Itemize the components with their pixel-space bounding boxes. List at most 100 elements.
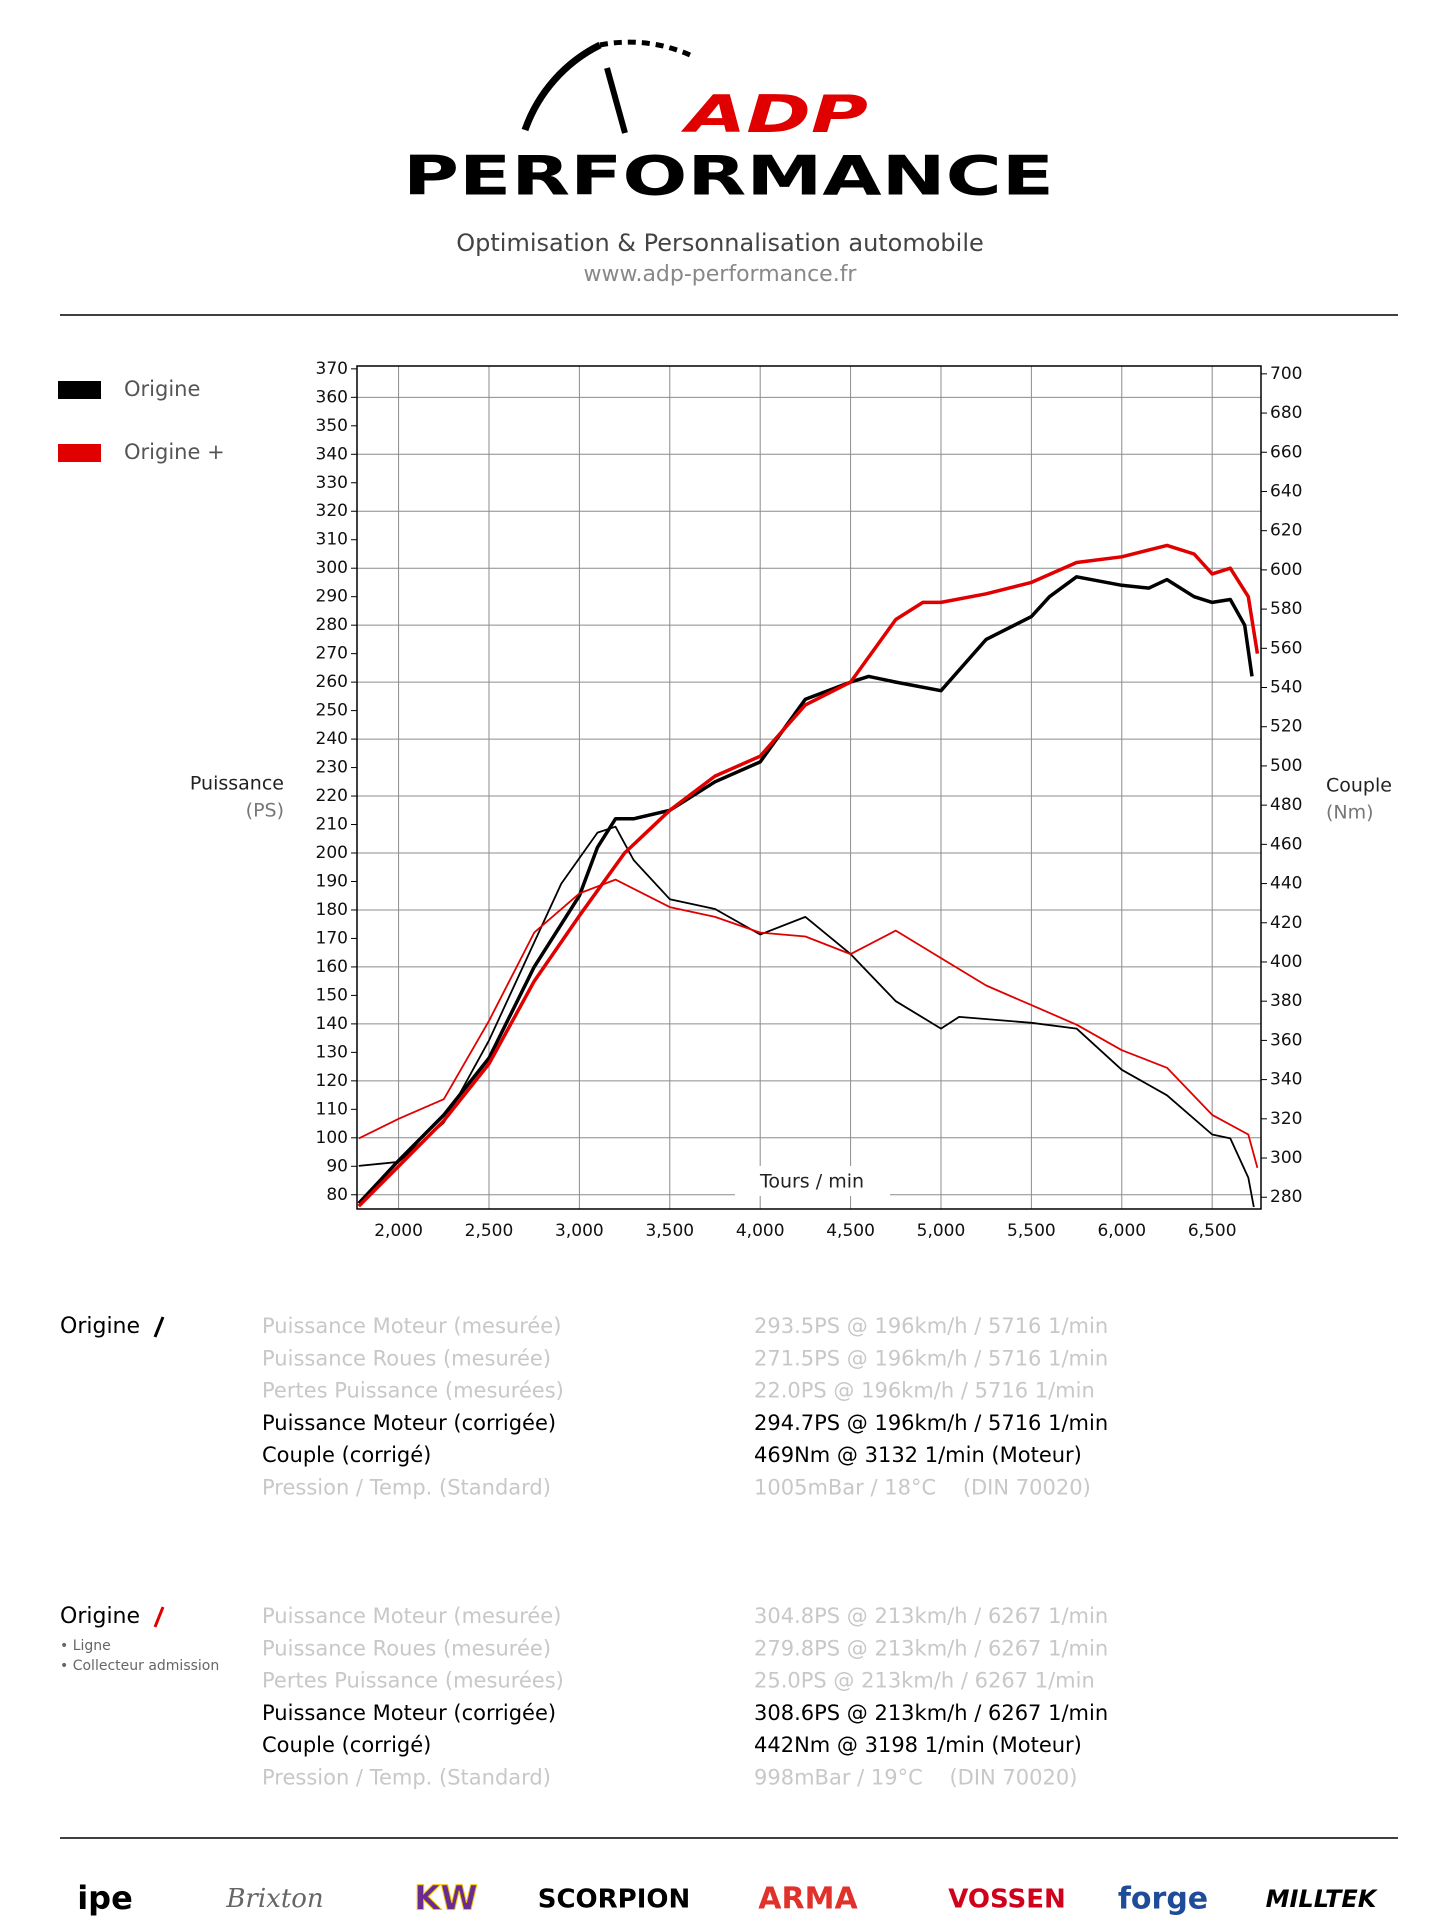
result-value: 308.6PS @ 213km/h / 6267 1/min — [754, 1701, 1108, 1725]
y2-tick-label: 300 — [1270, 1148, 1302, 1168]
brand-logo: SCORPION — [538, 1885, 691, 1915]
y2-axis-label: Couple — [1326, 775, 1392, 797]
result-note: • Ligne — [60, 1638, 111, 1654]
result-name: Couple (corrigé) — [262, 1733, 431, 1757]
result-value: 22.0PS @ 196km/h / 5716 1/min — [754, 1379, 1095, 1403]
y-tick-label: 240 — [316, 729, 348, 749]
result-name: Puissance Roues (mesurée) — [262, 1346, 551, 1370]
result-label: Origine — [60, 1314, 140, 1339]
y2-tick-label: 360 — [1270, 1030, 1302, 1050]
y-tick-label: 110 — [316, 1099, 348, 1119]
y-tick-label: 300 — [316, 558, 348, 578]
legend-swatch — [58, 381, 101, 399]
result-value: 271.5PS @ 196km/h / 5716 1/min — [754, 1346, 1108, 1370]
x-tick-label: 2,000 — [374, 1221, 423, 1241]
brand-logo: VOSSEN — [948, 1885, 1066, 1915]
logo-gauge — [521, 39, 692, 134]
gauge-dashes — [599, 39, 692, 58]
y2-tick-label: 660 — [1270, 442, 1302, 462]
torque-line — [358, 878, 1259, 1169]
y-axis-unit: (PS) — [246, 800, 284, 822]
y2-tick-label: 400 — [1270, 952, 1302, 972]
result-value: 279.8PS @ 213km/h / 6267 1/min — [754, 1636, 1108, 1660]
result-name: Pertes Puissance (mesurées) — [262, 1669, 564, 1693]
power-line — [357, 575, 1254, 1205]
y-tick-label: 290 — [316, 587, 348, 607]
y2-tick-label: 640 — [1270, 481, 1302, 501]
result-name: Puissance Moteur (mesurée) — [262, 1314, 561, 1338]
y2-tick-label: 320 — [1270, 1109, 1302, 1129]
y-tick-label: 250 — [316, 701, 348, 721]
y-axis-label: Puissance — [190, 773, 284, 795]
x-tick-label: 4,500 — [826, 1221, 875, 1241]
y-tick-label: 260 — [316, 672, 348, 692]
result-value: 442Nm @ 3198 1/min (Moteur) — [754, 1733, 1082, 1757]
plot-frame — [356, 365, 1262, 1210]
y2-tick-label: 700 — [1270, 364, 1302, 384]
x-tick-label: 5,500 — [1007, 1221, 1056, 1241]
y-tick-label: 230 — [316, 758, 348, 778]
y-tick-label: 330 — [316, 473, 348, 493]
result-label: Origine — [60, 1604, 140, 1629]
y-tick-label: 340 — [316, 444, 348, 464]
gauge-needle — [604, 67, 628, 134]
result-name: Couple (corrigé) — [262, 1443, 431, 1467]
result-value: 304.8PS @ 213km/h / 6267 1/min — [754, 1604, 1108, 1628]
brand-logo: KW — [414, 1879, 478, 1919]
y2-tick-label: 600 — [1270, 560, 1302, 580]
y2-tick-label: 480 — [1270, 795, 1302, 815]
result-value: 469Nm @ 3132 1/min (Moteur) — [754, 1443, 1082, 1467]
x-tick-label: 3,500 — [645, 1221, 694, 1241]
legend-swatch — [58, 444, 101, 462]
result-value: 1005mBar / 18°C (DIN 70020) — [754, 1476, 1091, 1500]
y-tick-label: 210 — [316, 815, 348, 835]
brand-logo: MILLTEK — [1266, 1885, 1379, 1913]
y-tick-label: 320 — [316, 501, 348, 521]
x-tick-label: 5,000 — [917, 1221, 966, 1241]
y-tick-label: 370 — [316, 359, 348, 379]
result-name: Pression / Temp. (Standard) — [262, 1476, 551, 1500]
x-label-bg — [735, 1166, 890, 1196]
y2-tick-label: 280 — [1270, 1187, 1302, 1207]
y2-axis-unit: (Nm) — [1326, 802, 1374, 824]
result-note: • Collecteur admission — [60, 1658, 219, 1674]
y-tick-label: 200 — [316, 843, 348, 863]
y2-tick-label: 580 — [1270, 599, 1302, 619]
y2-tick-label: 340 — [1270, 1070, 1302, 1090]
y-tick-label: 170 — [316, 928, 348, 948]
result-value: 294.7PS @ 196km/h / 5716 1/min — [754, 1411, 1108, 1435]
y-tick-label: 80 — [326, 1185, 348, 1205]
result-name: Pression / Temp. (Standard) — [262, 1766, 551, 1790]
result-name: Puissance Roues (mesurée) — [262, 1636, 551, 1660]
tagline: Optimisation & Personnalisation automobi… — [456, 229, 984, 257]
x-axis-label: Tours / min — [759, 1171, 864, 1193]
y-tick-label: 220 — [316, 786, 348, 806]
y2-tick-label: 460 — [1270, 834, 1302, 854]
y2-tick-label: 420 — [1270, 913, 1302, 933]
brand-red: ADP — [680, 85, 868, 145]
y-tick-label: 160 — [316, 957, 348, 977]
result-value: 25.0PS @ 213km/h / 6267 1/min — [754, 1669, 1095, 1693]
y-tick-label: 280 — [316, 615, 348, 635]
y-tick-label: 100 — [316, 1128, 348, 1148]
y-tick-label: 270 — [316, 644, 348, 664]
x-tick-label: 6,500 — [1188, 1221, 1237, 1241]
brand-logo: ARMA — [758, 1882, 858, 1917]
url: www.adp-performance.fr — [584, 262, 858, 287]
y-tick-label: 120 — [316, 1071, 348, 1091]
y2-tick-label: 560 — [1270, 638, 1302, 658]
y2-tick-label: 680 — [1270, 403, 1302, 423]
x-tick-label: 6,000 — [1097, 1221, 1146, 1241]
y2-tick-label: 540 — [1270, 678, 1302, 698]
y2-tick-label: 380 — [1270, 991, 1302, 1011]
legend-label: Origine — [124, 377, 200, 401]
y-tick-label: 350 — [316, 416, 348, 436]
y-tick-label: 130 — [316, 1042, 348, 1062]
x-tick-label: 3,000 — [555, 1221, 604, 1241]
result-value: 293.5PS @ 196km/h / 5716 1/min — [754, 1314, 1108, 1338]
y-tick-label: 190 — [316, 871, 348, 891]
y-tick-label: 140 — [316, 1014, 348, 1034]
brand: PERFORMANCE — [403, 145, 1054, 208]
result-name: Puissance Moteur (corrigée) — [262, 1701, 556, 1725]
